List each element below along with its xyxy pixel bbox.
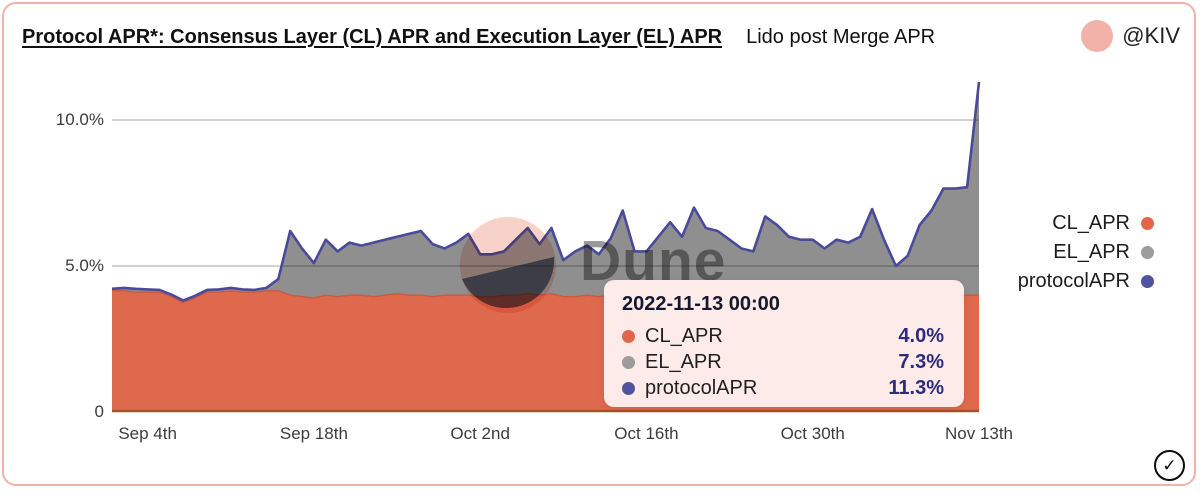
x-tick-label: Sep 18th: [259, 424, 369, 444]
x-tick-label: Sep 4th: [93, 424, 203, 444]
verified-check-icon[interactable]: ✓: [1154, 450, 1185, 481]
tooltip-series-label: protocolAPR: [645, 377, 757, 400]
x-tick-label: Oct 16th: [591, 424, 701, 444]
y-tick-label: 10.0%: [32, 110, 104, 130]
legend-item-protocolAPR[interactable]: protocolAPR: [1018, 267, 1154, 296]
tooltip-series-value: 7.3%: [898, 351, 944, 374]
x-tick-label: Oct 2nd: [425, 424, 535, 444]
el-apr-area: [112, 82, 979, 303]
chart-card: Protocol APR*: Consensus Layer (CL) APR …: [2, 2, 1196, 486]
series-dot-icon: [622, 382, 635, 395]
tooltip-series-label: EL_APR: [645, 351, 722, 374]
legend-item-EL_APR[interactable]: EL_APR: [1018, 238, 1154, 267]
chart-legend: CL_APR EL_APR protocolAPR: [1018, 209, 1154, 296]
chart-tooltip: 2022-11-13 00:00 CL_APR 4.0% EL_APR 7.3% pro…: [604, 280, 964, 407]
y-tick-label: 0: [32, 402, 104, 422]
chart-title: Protocol APR*: Consensus Layer (CL) APR …: [22, 26, 722, 48]
tooltip-row-CL_APR: CL_APR 4.0%: [622, 325, 944, 348]
legend-dot-icon: [1141, 217, 1154, 230]
series-dot-icon: [622, 330, 635, 343]
tooltip-series-value: 4.0%: [898, 325, 944, 348]
author-avatar[interactable]: [1081, 20, 1113, 52]
chart-subtitle: Lido post Merge APR: [746, 26, 935, 48]
tooltip-row-protocolAPR: protocolAPR 11.3%: [622, 377, 944, 400]
tooltip-date: 2022-11-13 00:00: [622, 293, 944, 316]
legend-label: CL_APR: [1052, 212, 1130, 235]
series-dot-icon: [622, 356, 635, 369]
legend-item-CL_APR[interactable]: CL_APR: [1018, 209, 1154, 238]
header: Protocol APR*: Consensus Layer (CL) APR …: [22, 26, 935, 49]
legend-dot-icon: [1141, 275, 1154, 288]
legend-dot-icon: [1141, 246, 1154, 259]
author-block[interactable]: @KIV: [1081, 20, 1180, 52]
tooltip-series-value: 11.3%: [888, 377, 944, 400]
author-handle[interactable]: @KIV: [1122, 23, 1180, 49]
tooltip-row-EL_APR: EL_APR 7.3%: [622, 351, 944, 374]
x-tick-label: Nov 13th: [924, 424, 1034, 444]
legend-label: EL_APR: [1053, 241, 1130, 264]
tooltip-series-label: CL_APR: [645, 325, 723, 348]
legend-label: protocolAPR: [1018, 270, 1130, 293]
y-tick-label: 5.0%: [32, 256, 104, 276]
x-tick-label: Oct 30th: [758, 424, 868, 444]
